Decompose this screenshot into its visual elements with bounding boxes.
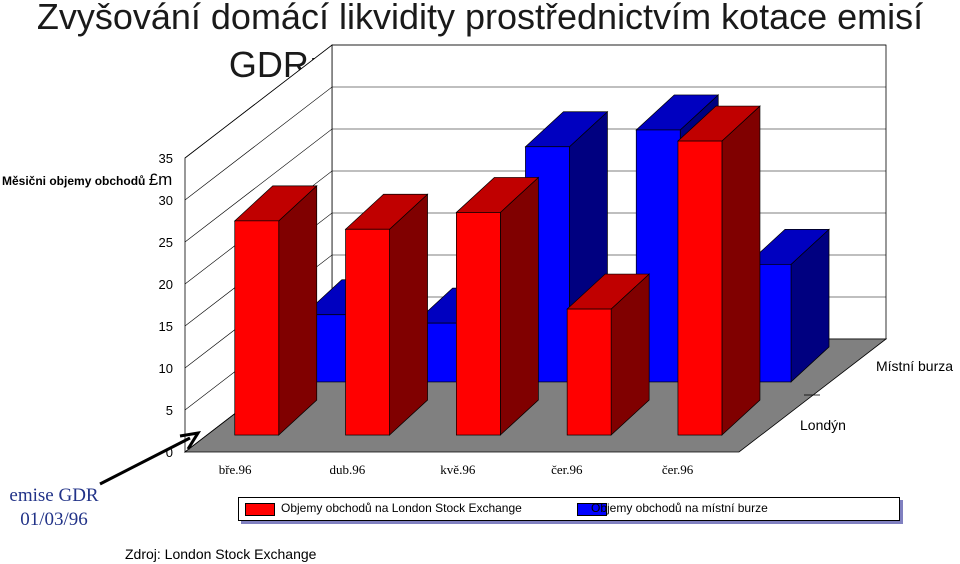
chart-title-line1: Zvyšování domácí likvidity prostřednictv…: [36, 0, 924, 37]
legend-label-london: Objemy obchodů na London Stock Exchange: [281, 501, 522, 515]
gdr-annotation-line1: emise GDR: [9, 485, 99, 506]
x-tick-label: bře.96: [219, 462, 252, 477]
gridline: [184, 44, 886, 159]
bar-london: [345, 228, 390, 436]
unit-label: Měsični objemy obchodů £m: [2, 170, 172, 190]
gdr-annotation: emise GDR 01/03/96: [2, 484, 106, 532]
unit-label-text: Měsični objemy obchodů: [2, 174, 146, 188]
bar-side-london: [389, 193, 428, 436]
y-tick-label: 35: [159, 151, 173, 166]
gdr-annotation-line2: 01/03/96: [20, 509, 88, 530]
y-tick-label: 20: [159, 277, 173, 292]
bar-london: [566, 308, 612, 436]
bar-side-london: [500, 176, 539, 436]
x-tick-label: čer.96: [551, 462, 583, 477]
bar-london: [234, 220, 280, 436]
depth-label-london: Londýn: [800, 417, 846, 433]
y-tick-label: 30: [159, 193, 173, 208]
legend-label-local: Objemy obchodů na místní burze: [591, 501, 768, 515]
legend-swatch-local: [577, 503, 607, 516]
x-tick-label: kvě.96: [440, 462, 476, 477]
bar-london: [677, 140, 723, 436]
y-tick-label: 0: [166, 445, 173, 460]
legend: Objemy obchodů na London Stock Exchange …: [238, 497, 900, 521]
y-tick-label: 5: [166, 403, 173, 418]
source-note: Zdroj: London Stock Exchange: [125, 546, 317, 562]
y-tick-label: 10: [159, 361, 173, 376]
gdr-arrow-head: [179, 430, 202, 450]
legend-swatch-london: [245, 503, 275, 516]
bar-side-london: [278, 185, 318, 436]
unit-label-currency: £m: [148, 170, 173, 189]
bar-side-london: [721, 105, 761, 436]
y-tick-label: 25: [159, 235, 173, 250]
x-tick-label: dub.96: [330, 462, 366, 477]
y-tick-label: 15: [159, 319, 173, 334]
gdr-arrow-shaft: [99, 436, 191, 486]
depth-label-local: Místní burza: [876, 358, 953, 374]
gridline: [184, 86, 886, 201]
bar-london: [456, 212, 501, 436]
x-tick-label: čer.96: [662, 462, 694, 477]
